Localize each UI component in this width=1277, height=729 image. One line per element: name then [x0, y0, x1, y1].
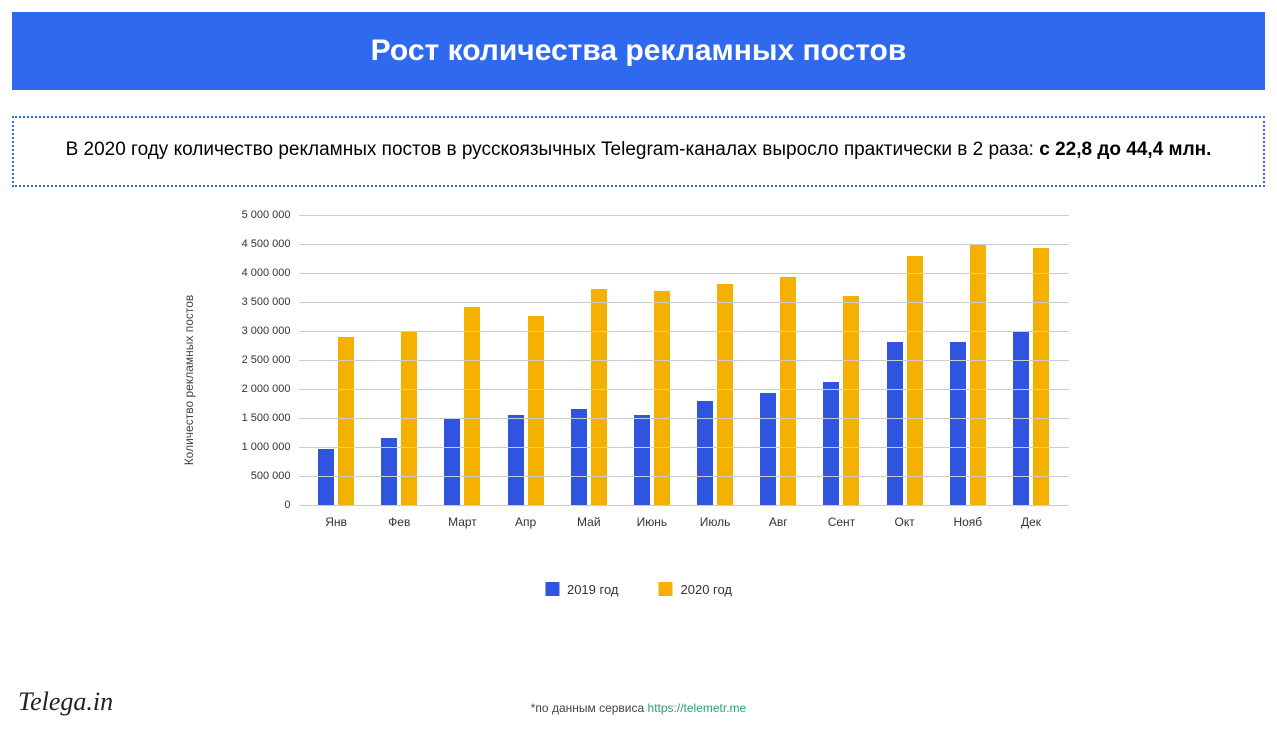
- bar: [654, 291, 670, 504]
- subtitle-box: В 2020 году количество рекламных постов …: [12, 116, 1265, 187]
- x-tick-label: Сент: [828, 515, 855, 529]
- y-tick-label: 4 000 000: [242, 267, 291, 279]
- grid-line: [299, 418, 1069, 419]
- bar: [338, 337, 354, 504]
- bar: [760, 393, 776, 504]
- bar: [1033, 248, 1049, 504]
- y-tick-label: 1 000 000: [242, 441, 291, 453]
- bar: [780, 277, 796, 505]
- grid-line: [299, 505, 1069, 506]
- chart: Количество рекламных постов ЯнвФевМартАп…: [209, 205, 1069, 555]
- y-tick-label: 500 000: [251, 470, 291, 482]
- grid-line: [299, 273, 1069, 274]
- grid-line: [299, 360, 1069, 361]
- grid-line: [299, 331, 1069, 332]
- grid-line: [299, 476, 1069, 477]
- grid-line: [299, 447, 1069, 448]
- subtitle-bold: с 22,8 до 44,4 млн.: [1039, 139, 1211, 160]
- y-tick-label: 3 500 000: [242, 296, 291, 308]
- y-tick-label: 4 500 000: [242, 238, 291, 250]
- y-tick-label: 0: [284, 499, 290, 511]
- x-tick-label: Июль: [700, 515, 731, 529]
- header-bar: Рост количества рекламных постов: [12, 12, 1265, 90]
- grid-line: [299, 215, 1069, 216]
- x-tick-label: Янв: [325, 515, 347, 529]
- header-title: Рост количества рекламных постов: [371, 34, 907, 67]
- grid-line: [299, 389, 1069, 390]
- legend-item: 2020 год: [659, 582, 733, 597]
- grid-line: [299, 302, 1069, 303]
- bar: [591, 289, 607, 505]
- y-tick-label: 5 000 000: [242, 209, 291, 221]
- legend-label: 2020 год: [681, 582, 733, 597]
- y-tick-label: 3 000 000: [242, 325, 291, 337]
- x-tick-label: Май: [577, 515, 601, 529]
- source-prefix: *по данным сервиса: [531, 701, 648, 715]
- bar: [571, 409, 587, 505]
- footer-source: *по данным сервиса https://telemetr.me: [531, 701, 746, 715]
- x-tick-label: Фев: [388, 515, 410, 529]
- legend-label: 2019 год: [567, 582, 619, 597]
- x-tick-label: Апр: [515, 515, 536, 529]
- legend: 2019 год 2020 год: [545, 582, 732, 597]
- bar: [823, 382, 839, 505]
- bar: [907, 256, 923, 504]
- x-tick-label: Июнь: [637, 515, 668, 529]
- bar: [717, 284, 733, 504]
- x-tick-label: Март: [448, 515, 477, 529]
- logo: Telega.in: [18, 687, 113, 717]
- bar: [444, 419, 460, 505]
- y-tick-label: 2 000 000: [242, 383, 291, 395]
- legend-item: 2019 год: [545, 582, 619, 597]
- y-tick-label: 2 500 000: [242, 354, 291, 366]
- y-tick-label: 1 500 000: [242, 412, 291, 424]
- bar: [970, 245, 986, 505]
- x-tick-label: Окт: [895, 515, 915, 529]
- x-tick-label: Дек: [1021, 515, 1041, 529]
- bar: [843, 296, 859, 505]
- bar: [634, 415, 650, 505]
- bar: [508, 415, 524, 505]
- bar: [318, 449, 334, 504]
- legend-swatch: [659, 582, 673, 596]
- x-tick-label: Нояб: [953, 515, 982, 529]
- x-tick-label: Авг: [769, 515, 788, 529]
- y-axis-label: Количество рекламных постов: [182, 294, 196, 465]
- bar: [381, 438, 397, 505]
- grid-line: [299, 244, 1069, 245]
- plot-area: ЯнвФевМартАпрМайИюньИюльАвгСентОктНоябДе…: [299, 215, 1069, 505]
- bar: [950, 342, 966, 504]
- source-link[interactable]: https://telemetr.me: [648, 701, 747, 715]
- legend-swatch: [545, 582, 559, 596]
- bar: [887, 342, 903, 504]
- subtitle-text: В 2020 году количество рекламных постов …: [66, 139, 1040, 160]
